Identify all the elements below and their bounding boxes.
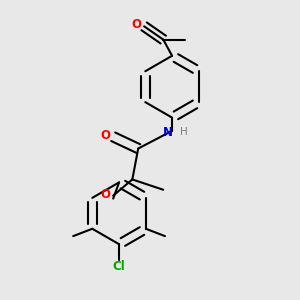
Text: H: H xyxy=(180,127,188,137)
Text: N: N xyxy=(163,126,173,139)
Text: O: O xyxy=(101,129,111,142)
Text: O: O xyxy=(101,188,111,201)
Text: Cl: Cl xyxy=(113,260,125,273)
Text: O: O xyxy=(132,18,142,32)
